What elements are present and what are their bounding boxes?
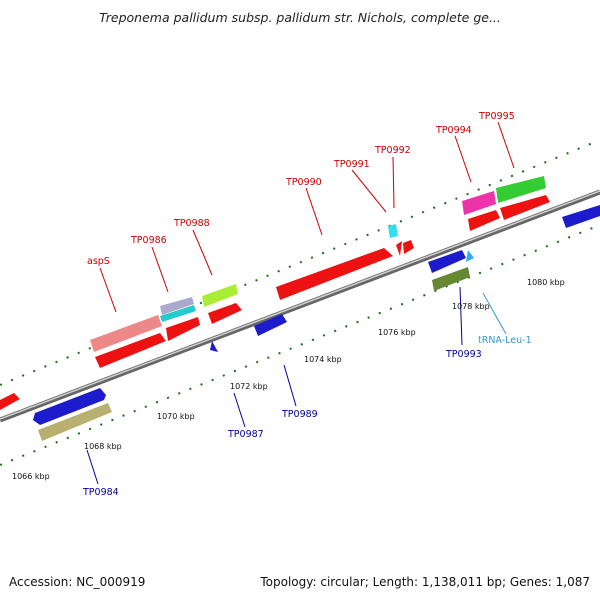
kbp-labels: 1066 kbp 1068 kbp 1070 kbp 1072 kbp 1074… <box>12 278 565 481</box>
kbp-label: 1080 kbp <box>527 278 565 287</box>
gene-label-TP0995: TP0995 <box>478 111 515 122</box>
gene-block <box>428 250 466 273</box>
gene-block <box>0 393 20 410</box>
gene-label-TP0989: TP0989 <box>281 409 318 420</box>
gene-block <box>466 250 474 262</box>
gene-label-TP0984: TP0984 <box>82 487 119 498</box>
accession-text: Accession: NC_000919 <box>9 575 146 589</box>
gene-block <box>202 284 238 307</box>
gene-block <box>208 303 242 324</box>
feature-blocks <box>0 176 600 441</box>
gene-block <box>432 267 470 291</box>
kbp-label: 1066 kbp <box>12 472 50 481</box>
gene-block <box>276 248 393 300</box>
gene-block <box>166 317 200 341</box>
topology-text: Topology: circular; Length: 1,138,011 bp… <box>260 575 590 589</box>
kbp-label: 1072 kbp <box>230 382 268 391</box>
gene-label-TP0990: TP0990 <box>285 177 322 188</box>
gene-block <box>403 240 414 254</box>
trna-labels: tRNA-Leu-1 <box>478 335 532 346</box>
gene-block <box>462 191 496 215</box>
kbp-label: 1070 kbp <box>157 412 195 421</box>
gene-block <box>388 224 398 238</box>
gene-block <box>33 388 106 425</box>
gene-block <box>468 210 500 231</box>
gene-block <box>38 403 112 441</box>
kbp-label: 1076 kbp <box>378 328 416 337</box>
leader-lines <box>86 121 515 485</box>
reverse-gene-labels: TP0984 TP0987 TP0989 TP0993 <box>82 349 482 498</box>
genome-backbone <box>0 189 600 423</box>
gene-label-TP0994: TP0994 <box>435 125 472 136</box>
kbp-label: 1068 kbp <box>84 442 122 451</box>
gene-block <box>500 195 550 220</box>
gene-block <box>210 341 218 352</box>
gene-label-TP0988: TP0988 <box>173 218 210 229</box>
gene-block <box>562 205 600 228</box>
kbp-label: 1074 kbp <box>304 355 342 364</box>
gene-label-TP0992: TP0992 <box>374 145 411 156</box>
gene-label-TP0987: TP0987 <box>227 429 264 440</box>
gene-block <box>496 176 546 203</box>
gene-label-TP0986: TP0986 <box>130 235 167 246</box>
forward-gene-labels: aspS TP0986 TP0988 TP0990 TP0991 TP0992 … <box>87 111 515 267</box>
gene-block <box>90 315 162 352</box>
gene-label-TP0991: TP0991 <box>333 159 370 170</box>
map-title: Treponema pallidum subsp. pallidum str. … <box>99 10 501 25</box>
gene-block <box>160 305 196 322</box>
gene-block <box>160 297 194 315</box>
gene-label-tRNA-Leu-1: tRNA-Leu-1 <box>478 335 532 346</box>
gene-block <box>396 241 402 256</box>
gene-block <box>254 314 287 336</box>
kbp-label: 1078 kbp <box>452 302 490 311</box>
gene-block <box>95 333 166 368</box>
gene-label-TP0993: TP0993 <box>445 349 482 360</box>
gene-label-aspS: aspS <box>87 256 110 267</box>
